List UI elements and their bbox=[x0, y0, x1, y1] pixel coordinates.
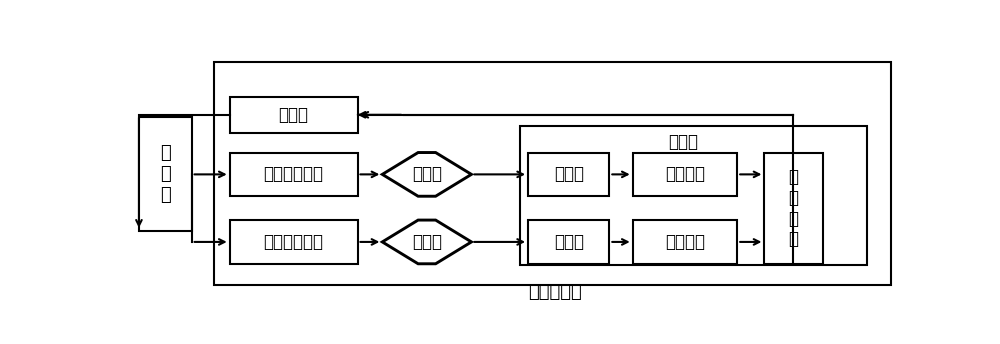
Bar bbox=[633, 220, 737, 264]
Bar bbox=[520, 126, 867, 265]
Text: 采集端: 采集端 bbox=[554, 165, 584, 183]
Bar bbox=[528, 152, 609, 196]
Bar bbox=[139, 117, 192, 231]
Bar bbox=[230, 97, 358, 133]
Text: 第一模拟前端: 第一模拟前端 bbox=[264, 233, 324, 251]
Bar bbox=[633, 152, 737, 196]
Polygon shape bbox=[382, 152, 471, 196]
Bar bbox=[528, 220, 609, 264]
Text: 转换器: 转换器 bbox=[412, 165, 442, 183]
Text: 主
控
单
元: 主 控 单 元 bbox=[788, 168, 798, 248]
Bar bbox=[230, 220, 358, 264]
Text: 转换器: 转换器 bbox=[412, 233, 442, 251]
Text: 波形测量: 波形测量 bbox=[665, 233, 705, 251]
Text: 第二模拟前端: 第二模拟前端 bbox=[264, 165, 324, 183]
Text: 波形测量: 波形测量 bbox=[665, 165, 705, 183]
Text: 处理器: 处理器 bbox=[668, 133, 698, 151]
Text: 信号源: 信号源 bbox=[279, 106, 309, 124]
Bar bbox=[230, 152, 358, 196]
Bar bbox=[764, 152, 822, 264]
Text: 数字示波器: 数字示波器 bbox=[528, 282, 582, 301]
Text: 采集端: 采集端 bbox=[554, 233, 584, 251]
Polygon shape bbox=[382, 220, 471, 264]
Text: 被
测
件: 被 测 件 bbox=[160, 144, 171, 204]
Bar bbox=[214, 63, 891, 285]
